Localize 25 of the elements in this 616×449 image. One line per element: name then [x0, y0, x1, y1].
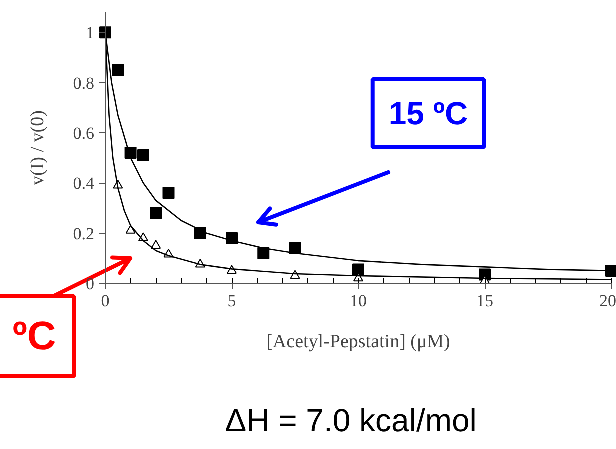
point — [162, 187, 175, 200]
text: ºC — [12, 314, 56, 358]
point — [289, 242, 302, 254]
y-tick-label: 0.6 — [73, 124, 94, 143]
annotation: 15 ºC — [388, 96, 468, 132]
x-tick-label: 5 — [228, 292, 236, 310]
x-tick-label: 20 — [600, 292, 616, 310]
point — [126, 225, 136, 234]
x-tick-label: 10 — [350, 292, 367, 310]
text: ΔH = 7.0 kcal/mol — [225, 402, 477, 438]
y-tick-label: 0.2 — [73, 224, 94, 244]
x-tick-label: 15 — [476, 292, 494, 310]
point — [151, 240, 162, 249]
point — [112, 64, 124, 76]
y-tick-label: 0.4 — [73, 174, 95, 194]
y-tick-label: 0 — [86, 274, 94, 294]
point — [150, 207, 162, 220]
point — [258, 247, 270, 260]
x-tick-label: 0 — [101, 292, 110, 310]
point — [352, 264, 364, 276]
y-tick-label: 0.8 — [73, 74, 94, 93]
point — [137, 150, 150, 162]
x-axis-title: [Acetyl-Pepstatin] (μM) — [266, 332, 450, 352]
y-tick-label: 1 — [86, 24, 94, 43]
y-axis-title: v(I) / v(0) — [27, 110, 48, 186]
